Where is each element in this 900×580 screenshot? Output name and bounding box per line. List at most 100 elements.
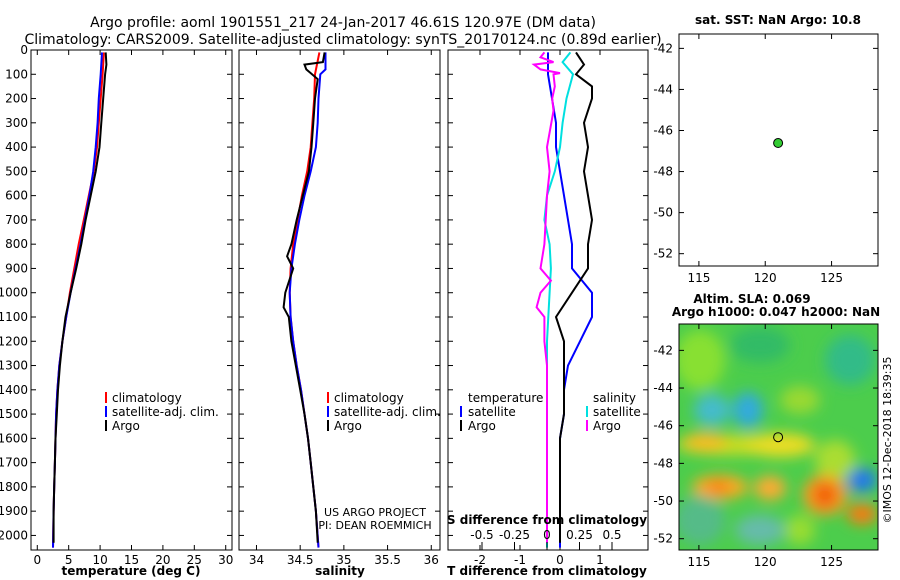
legend-label-climatology: climatology <box>112 391 182 405</box>
altimetry-heatmap <box>679 324 878 550</box>
map-y-tick-label: -44 <box>653 82 673 96</box>
x-tick-label: 1 <box>596 553 604 567</box>
argo-location-marker <box>773 138 784 149</box>
temperature-plot: 0100200300400500600700800900100011001200… <box>0 43 233 567</box>
legend-title-salinity: salinity <box>593 391 636 405</box>
map-x-tick-label: 120 <box>754 271 777 285</box>
y-tick-label: 600 <box>5 189 28 203</box>
map-y-tick-label: -48 <box>653 165 673 179</box>
series-line-argo <box>282 52 326 543</box>
map-y-tick-label: -52 <box>653 247 673 261</box>
map-x-tick-label: 125 <box>820 271 843 285</box>
y-tick-label: 900 <box>5 261 28 275</box>
x2-tick-label: 0 <box>543 528 551 542</box>
x-tick-label: 15 <box>124 553 139 567</box>
y-tick-label: 1000 <box>0 286 28 300</box>
altim-map-title1: Altim. SLA: 0.069 <box>693 292 810 306</box>
series-line-s-argo <box>531 51 561 543</box>
sst-map-title: sat. SST: NaN Argo: 10.8 <box>695 13 861 27</box>
x-tick-label: 35.5 <box>374 553 401 567</box>
map-y-tick-label: -52 <box>653 532 673 546</box>
series-line-s-satellite <box>543 51 575 548</box>
temperature-legend: climatology satellite-adj. clim. Argo <box>105 391 219 433</box>
map-y-tick-label: -44 <box>653 381 673 395</box>
altim-map-title2: Argo h1000: 0.047 h2000: NaN <box>672 305 880 319</box>
imos-side-label: ©IMOS 12-Dec-2018 18:39:35 <box>881 357 894 524</box>
series-line-satellite-adj-clim- <box>52 52 103 548</box>
map-y-tick-label: -46 <box>653 419 673 433</box>
y-tick-label: 100 <box>5 67 28 81</box>
legend-label-argo: Argo <box>334 419 362 433</box>
y-tick-label: 1800 <box>0 480 28 494</box>
x-tick-label: 20 <box>155 553 170 567</box>
salinity-legend: climatology satellite-adj. clim. Argo <box>327 391 441 433</box>
legend-label-t-satellite: satellite <box>468 405 516 419</box>
map-y-tick-label: -50 <box>653 494 673 508</box>
sst-map-axes <box>678 33 879 267</box>
project-annotation-line2: PI: DEAN ROEMMICH <box>318 519 431 532</box>
difference-legend-temperature: temperature satellite Argo <box>460 391 543 433</box>
x2-tick-label: 0.5 <box>602 528 621 542</box>
series-line-argo <box>52 52 108 543</box>
temperature-axes <box>30 49 233 551</box>
x-tick-label: -2 <box>474 553 486 567</box>
map-y-tick-label: -50 <box>653 206 673 220</box>
x-tick-label: 36 <box>424 553 439 567</box>
map-x-tick-label: 125 <box>820 555 843 569</box>
y-tick-label: 2000 <box>0 528 28 542</box>
y-tick-label: 700 <box>5 213 28 227</box>
x-tick-label: 35 <box>336 553 351 567</box>
y-tick-label: 1200 <box>0 334 28 348</box>
y-tick-label: 200 <box>5 92 28 106</box>
x-tick-label: 0 <box>556 553 564 567</box>
legend-label-s-argo: Argo <box>593 419 621 433</box>
x-tick-label: 5 <box>65 553 73 567</box>
figure-title-line1: Argo profile: aoml 1901551_217 24-Jan-20… <box>90 15 596 31</box>
map-x-tick-label: 120 <box>754 555 777 569</box>
map-x-tick-label: 115 <box>687 271 710 285</box>
x-tick-label: 0 <box>33 553 41 567</box>
figure-title-line2: Climatology: CARS2009. Satellite-adjuste… <box>24 32 661 48</box>
legend-label-satellite: satellite-adj. clim. <box>334 405 441 419</box>
map-y-tick-label: -42 <box>653 343 673 357</box>
x2-tick-label: -0.25 <box>499 528 530 542</box>
y-tick-label: 1100 <box>0 310 28 324</box>
legend-label-s-satellite: satellite <box>593 405 641 419</box>
map-y-tick-label: -42 <box>653 41 673 55</box>
legend-label-climatology: climatology <box>334 391 404 405</box>
x-tick-label: 10 <box>92 553 107 567</box>
y-tick-label: 0 <box>20 43 28 57</box>
salinity-xlabel: salinity <box>315 564 365 578</box>
x-tick-label: -1 <box>514 553 526 567</box>
altim-map-axes <box>678 323 879 551</box>
x2-tick-label: 0.25 <box>566 528 593 542</box>
altim-map-plot: 115 120 125 -42 -44 -46 -48 -50 -52 <box>653 324 878 569</box>
series-line-climatology <box>288 52 321 548</box>
y-tick-label: 1700 <box>0 456 28 470</box>
series-line-climatology <box>52 52 105 548</box>
x-tick-label: 30 <box>218 553 233 567</box>
difference-legend-salinity: salinity satellite Argo <box>586 391 641 433</box>
y-tick-label: 1900 <box>0 504 28 518</box>
temperature-xlabel: temperature (deg C) <box>62 564 201 578</box>
map-x-tick-label: 115 <box>687 555 710 569</box>
x-tick-label: 25 <box>187 553 202 567</box>
series-line-satellite-adj-clim- <box>288 52 327 548</box>
y-tick-label: 1500 <box>0 407 28 421</box>
legend-label-argo: Argo <box>112 419 140 433</box>
y-tick-label: 400 <box>5 140 28 154</box>
y-tick-label: 1300 <box>0 359 28 373</box>
map-y-tick-label: -48 <box>653 456 673 470</box>
map-y-tick-label: -46 <box>653 123 673 137</box>
difference-xlabel-salinity: S difference from climatology <box>447 513 647 527</box>
x-tick-label: 34 <box>249 553 264 567</box>
y-tick-label: 1400 <box>0 383 28 397</box>
difference-plot: -2 -1 0 1-0.5 -0.25 0 0.25 0.5 <box>448 49 648 567</box>
salinity-axes <box>238 49 441 551</box>
y-tick-label: 800 <box>5 237 28 251</box>
x-tick-label: 34.5 <box>287 553 314 567</box>
argo-location-marker <box>773 432 784 443</box>
x2-tick-label: -0.5 <box>470 528 493 542</box>
legend-label-satellite: satellite-adj. clim. <box>112 405 219 419</box>
